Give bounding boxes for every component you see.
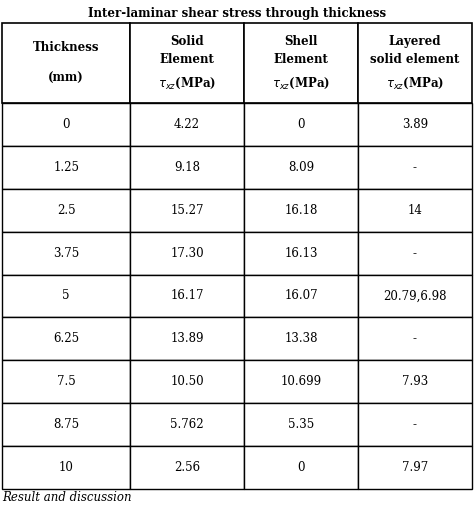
Bar bbox=[244, 360, 358, 403]
Bar bbox=[2, 317, 130, 360]
Text: solid element: solid element bbox=[370, 53, 459, 66]
Bar bbox=[358, 360, 472, 403]
Bar bbox=[130, 189, 244, 232]
Bar bbox=[2, 232, 130, 275]
Text: $\tau_{xz}$(MPa): $\tau_{xz}$(MPa) bbox=[158, 75, 216, 90]
Text: 7.93: 7.93 bbox=[402, 375, 428, 388]
Bar bbox=[130, 446, 244, 489]
Bar bbox=[244, 317, 358, 360]
Text: 3.75: 3.75 bbox=[53, 247, 79, 260]
Bar bbox=[244, 146, 358, 189]
Bar bbox=[130, 23, 244, 103]
Text: 5.762: 5.762 bbox=[170, 418, 204, 431]
Text: 8.75: 8.75 bbox=[53, 418, 79, 431]
Text: 7.5: 7.5 bbox=[57, 375, 75, 388]
Text: 9.18: 9.18 bbox=[174, 161, 200, 174]
Text: 10: 10 bbox=[59, 461, 73, 474]
Text: Thickness: Thickness bbox=[33, 41, 100, 54]
Text: Element: Element bbox=[160, 53, 214, 66]
Bar bbox=[130, 317, 244, 360]
Text: 13.89: 13.89 bbox=[170, 332, 204, 345]
Bar bbox=[244, 275, 358, 317]
Bar bbox=[130, 275, 244, 317]
Text: -: - bbox=[413, 161, 417, 174]
Bar bbox=[2, 403, 130, 446]
Text: Shell: Shell bbox=[284, 35, 318, 48]
Bar bbox=[2, 23, 130, 103]
Text: 4.22: 4.22 bbox=[174, 118, 200, 131]
Bar bbox=[358, 23, 472, 103]
Bar bbox=[358, 275, 472, 317]
Bar bbox=[244, 103, 358, 146]
Text: 7.97: 7.97 bbox=[402, 461, 428, 474]
Bar bbox=[358, 103, 472, 146]
Bar bbox=[130, 146, 244, 189]
Text: 5: 5 bbox=[63, 290, 70, 302]
Bar bbox=[130, 232, 244, 275]
Bar bbox=[358, 317, 472, 360]
Text: 16.07: 16.07 bbox=[284, 290, 318, 302]
Text: 5.35: 5.35 bbox=[288, 418, 314, 431]
Text: 16.17: 16.17 bbox=[170, 290, 204, 302]
Text: Result and discussion: Result and discussion bbox=[2, 491, 132, 504]
Text: 15.27: 15.27 bbox=[170, 204, 204, 217]
Bar bbox=[358, 232, 472, 275]
Text: 1.25: 1.25 bbox=[53, 161, 79, 174]
Bar bbox=[2, 275, 130, 317]
Bar bbox=[2, 103, 130, 146]
Text: 0: 0 bbox=[297, 461, 305, 474]
Text: 16.18: 16.18 bbox=[284, 204, 318, 217]
Bar bbox=[2, 189, 130, 232]
Bar bbox=[130, 103, 244, 146]
Text: 10.699: 10.699 bbox=[281, 375, 322, 388]
Bar bbox=[244, 232, 358, 275]
Text: Inter-laminar shear stress through thickness: Inter-laminar shear stress through thick… bbox=[88, 7, 386, 21]
Text: -: - bbox=[413, 247, 417, 260]
Text: 17.30: 17.30 bbox=[170, 247, 204, 260]
Text: 3.89: 3.89 bbox=[402, 118, 428, 131]
Bar bbox=[358, 403, 472, 446]
Text: -: - bbox=[413, 332, 417, 345]
Bar bbox=[244, 23, 358, 103]
Text: 8.09: 8.09 bbox=[288, 161, 314, 174]
Text: 20.79,6.98: 20.79,6.98 bbox=[383, 290, 447, 302]
Bar bbox=[130, 360, 244, 403]
Text: 6.25: 6.25 bbox=[53, 332, 79, 345]
Bar bbox=[358, 446, 472, 489]
Text: 16.13: 16.13 bbox=[284, 247, 318, 260]
Text: (mm): (mm) bbox=[48, 72, 84, 85]
Text: Element: Element bbox=[273, 53, 328, 66]
Text: 10.50: 10.50 bbox=[170, 375, 204, 388]
Bar bbox=[244, 189, 358, 232]
Text: 0: 0 bbox=[63, 118, 70, 131]
Text: Solid: Solid bbox=[170, 35, 204, 48]
Text: Layered: Layered bbox=[389, 35, 441, 48]
Bar bbox=[2, 146, 130, 189]
Bar bbox=[358, 189, 472, 232]
Text: 2.5: 2.5 bbox=[57, 204, 75, 217]
Text: $\tau_{xz}$(MPa): $\tau_{xz}$(MPa) bbox=[386, 75, 444, 90]
Bar bbox=[244, 446, 358, 489]
Bar bbox=[358, 146, 472, 189]
Text: 14: 14 bbox=[408, 204, 422, 217]
Text: $\tau_{xz}$(MPa): $\tau_{xz}$(MPa) bbox=[272, 75, 330, 90]
Text: 2.56: 2.56 bbox=[174, 461, 200, 474]
Bar bbox=[2, 360, 130, 403]
Bar bbox=[244, 403, 358, 446]
Text: 13.38: 13.38 bbox=[284, 332, 318, 345]
Text: -: - bbox=[413, 418, 417, 431]
Bar bbox=[2, 446, 130, 489]
Text: 0: 0 bbox=[297, 118, 305, 131]
Bar bbox=[130, 403, 244, 446]
